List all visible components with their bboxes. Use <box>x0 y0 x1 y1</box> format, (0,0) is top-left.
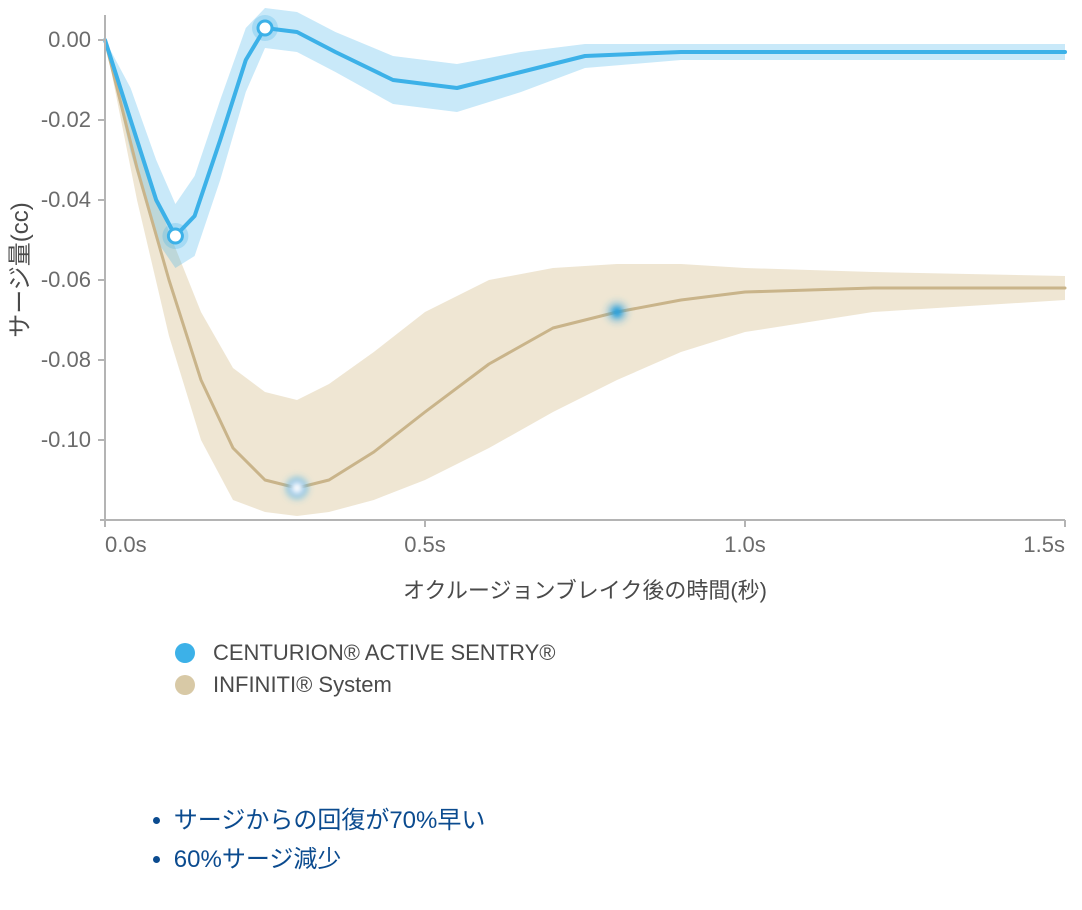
legend-dot-icon <box>175 643 195 663</box>
y-tick-label: -0.10 <box>41 427 91 452</box>
infiniti-band <box>105 40 1065 516</box>
x-tick-label: 0.0s <box>105 532 147 557</box>
y-tick-label: -0.02 <box>41 107 91 132</box>
y-tick-label: -0.08 <box>41 347 91 372</box>
marker <box>162 223 188 249</box>
bullet-item: 60%サージ減少 <box>174 839 486 874</box>
legend-item: INFINITI® System <box>175 672 556 698</box>
marker <box>252 15 278 41</box>
legend-dot-icon <box>175 675 195 695</box>
legend-label: INFINITI® System <box>213 672 392 698</box>
y-tick-label: 0.00 <box>48 27 91 52</box>
surge-chart: 0.00 -0.02 -0.04 -0.06 -0.08 -0.10 0.0s 0.5s 1.0… <box>0 0 1082 640</box>
x-tick-label: 0.5s <box>404 532 446 557</box>
bullet-list: サージからの回復が70%早い 60%サージ減少 <box>145 800 485 878</box>
legend-item: CENTURION® ACTIVE SENTRY® <box>175 640 556 666</box>
x-tick-label: 1.5s <box>1023 532 1065 557</box>
y-tick-label: -0.04 <box>41 187 91 212</box>
centurion-band <box>105 8 1065 268</box>
marker <box>284 475 310 501</box>
y-tick-label: -0.06 <box>41 267 91 292</box>
y-axis-label: サージ量(cc) <box>7 202 34 338</box>
x-axis-label: オクルージョンブレイク後の時間(秒) <box>403 578 767 603</box>
legend: CENTURION® ACTIVE SENTRY® INFINITI® Syste… <box>175 640 556 704</box>
legend-label: CENTURION® ACTIVE SENTRY® <box>213 640 556 666</box>
marker <box>605 300 629 324</box>
x-tick-label: 1.0s <box>724 532 766 557</box>
bullet-item: サージからの回復が70%早い <box>174 800 486 835</box>
